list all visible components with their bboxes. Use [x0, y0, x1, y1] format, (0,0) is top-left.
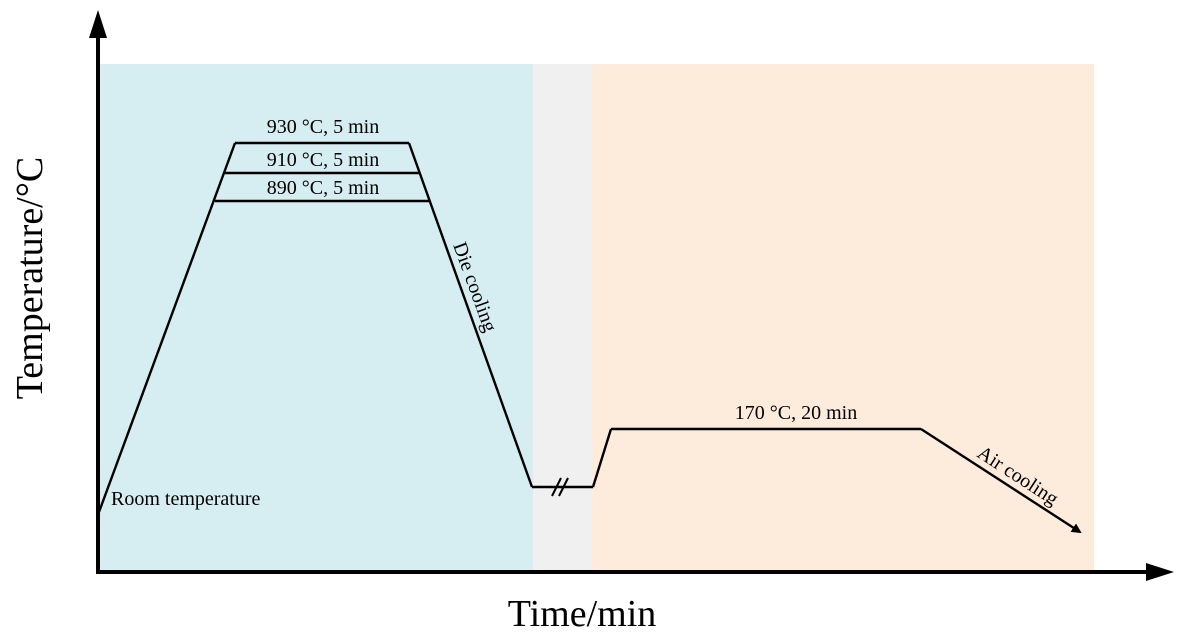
aging-heating-ramp	[591, 428, 613, 488]
aging-zone	[592, 64, 1094, 571]
heating-ramp	[97, 142, 237, 513]
y-axis-title: Temperature/°C	[9, 157, 51, 400]
x-axis-arrow-icon	[1146, 563, 1174, 581]
axis-break-mark-1	[551, 477, 562, 497]
label-aging: 170 °C, 20 min	[735, 402, 857, 424]
label-890: 890 °C, 5 min	[267, 177, 379, 199]
x-axis-title: Time/min	[508, 593, 657, 635]
label-910: 910 °C, 5 min	[267, 149, 379, 171]
axis-break-mark-2	[558, 477, 569, 497]
transfer-zone	[533, 64, 592, 571]
label-930: 930 °C, 5 min	[267, 116, 379, 138]
y-axis-arrow-icon	[89, 10, 107, 38]
label-room-temperature: Room temperature	[111, 488, 261, 510]
air-cooling-ramp	[920, 427, 1082, 534]
solution-treatment-zone	[100, 64, 533, 571]
die-cooling-ramp	[407, 142, 534, 488]
